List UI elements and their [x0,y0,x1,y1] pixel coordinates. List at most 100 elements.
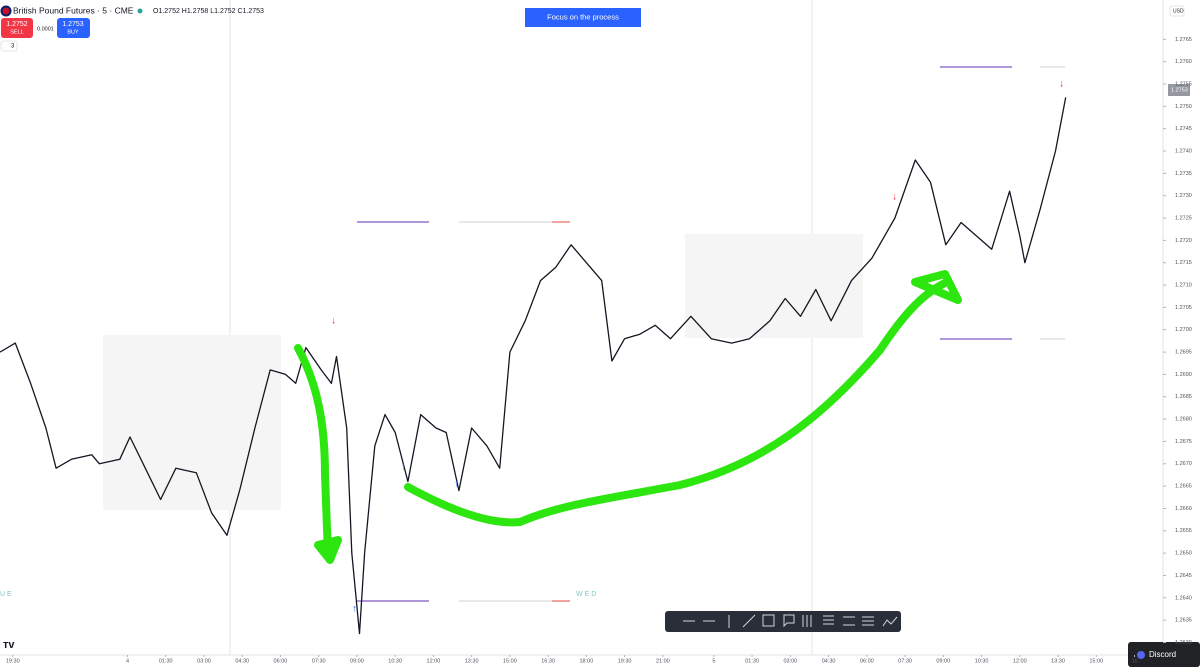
x-tick-label: 12:00 [1013,658,1027,664]
x-tick-label: 07:30 [898,658,912,664]
y-tick-label: 1.2755 [1175,81,1192,87]
ohlc: O1.2752 H1.2758 L1.2752 C1.2753 [153,8,264,15]
tool-icon[interactable] [823,615,834,625]
y-tick-label: 1.2635 [1175,618,1192,624]
y-tick-label: 1.2630 [1175,640,1192,646]
price-tag-label: 1.2753 [1171,87,1188,93]
x-tick-label: 15:00 [503,658,517,664]
y-tick-label: 1.2705 [1175,305,1192,311]
x-tick-label: 4 [126,658,129,664]
y-tick-label: 1.2765 [1175,37,1192,43]
toolbar [665,611,901,632]
spread: 0.0001 [37,26,54,32]
indicator-toggle[interactable] [0,40,18,52]
discord-icon [1137,651,1145,659]
buy-button[interactable] [57,18,90,38]
x-tick-label: 03:00 [783,658,797,664]
session-label: UE [0,591,14,598]
currency-box[interactable] [1169,5,1185,17]
price-line [0,97,1067,635]
y-tick-label: 1.2640 [1175,595,1192,601]
y-tick-label: 1.2735 [1175,171,1192,177]
buy-label: BUY [67,29,79,35]
y-tick-label: 1.2665 [1175,484,1192,490]
x-tick-label: 06:00 [274,658,288,664]
status-dot [137,8,143,14]
y-tick-label: 1.2660 [1175,506,1192,512]
sell-button[interactable] [1,18,33,38]
y-tick-label: 1.2670 [1175,461,1192,467]
x-tick-label: 01:30 [745,658,759,664]
x-tick-label: 21:00 [656,658,670,664]
x-tick-label: 19:30 [618,658,632,664]
buy-price: 1.2753 [62,21,84,28]
x-tick-label: 01:30 [159,658,173,664]
x-tick-label: 13:30 [465,658,479,664]
drawn-arrow [404,279,949,527]
y-tick-label: 1.2650 [1175,551,1192,557]
toolbar-icons [683,614,898,628]
tool-icon[interactable] [862,616,874,626]
y-tick-label: 1.2750 [1175,104,1192,110]
price-tag [1168,84,1190,96]
x-tick-label: 18:00 [579,658,593,664]
drawing [294,270,962,564]
up-arrow: ↑ [401,462,406,473]
levels [357,66,1065,602]
x-tick-label: 03:00 [197,658,211,664]
tool-icon[interactable] [742,614,756,628]
logo: ᴛᴠ [3,639,15,651]
zone-box [103,335,281,510]
x-tick-label: 10:30 [975,658,989,664]
indicator-count: 3 [11,44,15,50]
y-tick-label: 1.2710 [1175,283,1192,289]
down-arrow: ↓ [1059,79,1064,90]
x-tick-label: 06:00 [860,658,874,664]
x-tick-label: 19:30 [6,658,20,664]
y-tick-label: 1.2745 [1175,126,1192,132]
discord-button[interactable] [1128,642,1200,667]
y-tick-label: 1.2730 [1175,193,1192,199]
y-tick-label: 1.2700 [1175,327,1192,333]
up-arrow: ↑ [454,479,459,490]
symbol[interactable]: British Pound Futures · 5 · CME [13,5,134,15]
x-tick-label: 16 [1131,658,1137,664]
x-tick-label: 09:00 [350,658,364,664]
y-tick-label: 1.2695 [1175,350,1192,356]
tool-icon[interactable] [882,616,898,627]
y-tick-label: 1.2725 [1175,215,1192,221]
banner-text: Focus on the process [547,12,619,21]
x-tick-label: 04:30 [822,658,836,664]
x-tick-label: 5 [712,658,715,664]
plot [0,97,1067,635]
down-arrow: ↓ [331,316,336,327]
flag [0,5,12,17]
down-arrow: ↓ [892,192,897,203]
zone-box [685,234,863,338]
tool-icon[interactable] [802,615,812,627]
y-tick-label: 1.2720 [1175,238,1192,244]
x-tick-label: 09:00 [936,658,950,664]
x-tick-label: 13:30 [1051,658,1065,664]
banner [525,8,641,27]
sell-label: SELL [10,29,23,35]
x-tick-label: 15:00 [1089,658,1103,664]
drawn-arrow [294,344,332,559]
y-tick-label: 1.2655 [1175,528,1192,534]
x-tick-label: 10:30 [388,658,402,664]
x-tick-label: 04:30 [235,658,249,664]
y-tick-label: 1.2685 [1175,394,1192,400]
tool-icon[interactable] [783,614,795,628]
y-tick-label: 1.2675 [1175,439,1192,445]
y-tick-label: 1.2690 [1175,372,1192,378]
tool-icon[interactable] [762,614,775,627]
tool-icon[interactable] [843,616,855,626]
session-label: WED [576,591,598,598]
discord-label: Discord [1149,650,1176,659]
y-tick-label: 1.2740 [1175,148,1192,154]
y-tick-label: 1.2715 [1175,260,1192,266]
currency: USD [1173,8,1184,14]
y-tick-label: 1.2760 [1175,59,1192,65]
x-tick-label: 07:30 [312,658,326,664]
